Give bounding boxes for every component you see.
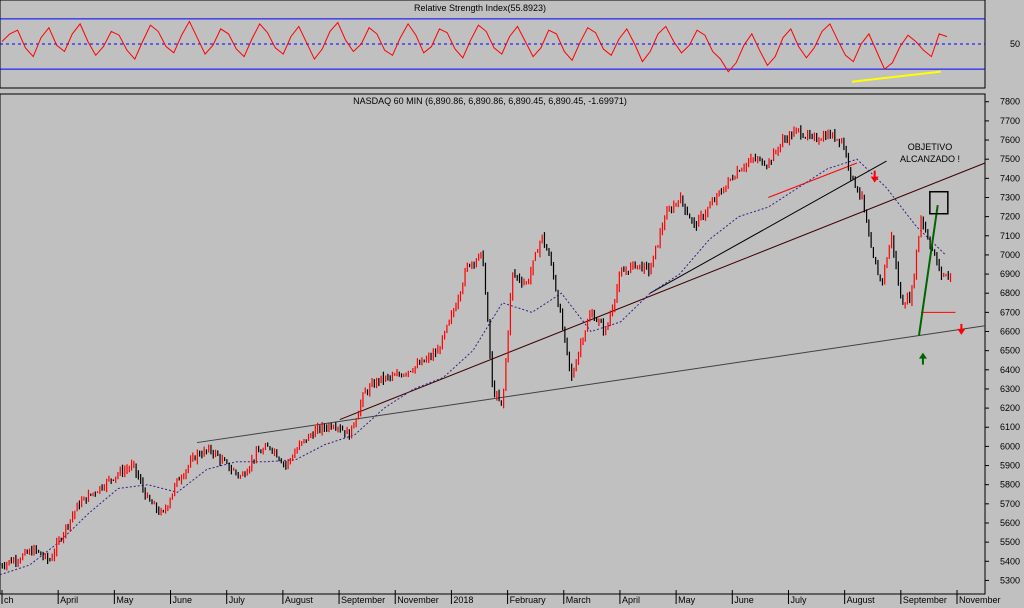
rsi-panel: Relative Strength Index(55.8923) 50 — [0, 0, 1020, 89]
price-ytick-label: 7500 — [1000, 154, 1020, 164]
price-xtick-label: May — [678, 595, 696, 605]
rsi-series-line — [1, 20, 948, 73]
price-xtick-label: June — [173, 595, 193, 605]
target-box — [929, 190, 949, 215]
rsi-ytick-label: 50 — [1010, 39, 1020, 49]
price-xtick-label: July — [229, 595, 246, 605]
annotation-line-2: ALCANZADO ! — [900, 154, 960, 164]
price-yaxis: 7800 7700 7600 7500 7400 7300 7200 7100 7000 6900… — [985, 97, 1020, 585]
price-ytick-label: 6800 — [1000, 288, 1020, 298]
price-ytick-label: 7000 — [1000, 250, 1020, 260]
price-ytick-label: 6900 — [1000, 269, 1020, 279]
trendline-short — [649, 160, 887, 294]
price-ytick-label: 5400 — [1000, 556, 1020, 566]
price-xtick-label: July — [790, 595, 807, 605]
price-ytick-label: 6200 — [1000, 403, 1020, 413]
price-xtick-label: June — [734, 595, 754, 605]
price-xaxis: ch April May June July August September Novembe… — [1, 590, 1001, 605]
green-rally-line — [918, 204, 939, 336]
price-xtick-label: February — [510, 595, 547, 605]
trendline-mid — [339, 162, 986, 421]
price-ytick-label: 6100 — [1000, 422, 1020, 432]
price-ytick-label: 7400 — [1000, 173, 1020, 183]
trendlines — [196, 160, 986, 444]
price-ytick-label: 7100 — [1000, 231, 1020, 241]
price-xtick-label: ch — [4, 595, 14, 605]
rsi-lines — [1, 20, 948, 83]
price-ytick-label: 5300 — [1000, 575, 1020, 585]
price-ytick-label: 7300 — [1000, 192, 1020, 202]
price-xtick-label: August — [285, 595, 314, 605]
price-bars — [0, 125, 952, 571]
price-title: NASDAQ 60 MIN (6,890.86, 6,890.86, 6,890… — [353, 96, 627, 106]
price-ytick-label: 7800 — [1000, 97, 1020, 107]
price-xtick-label: April — [60, 595, 78, 605]
price-xtick-label: September — [903, 595, 947, 605]
price-ytick-label: 6700 — [1000, 307, 1020, 317]
price-ytick-label: 5800 — [1000, 480, 1020, 490]
price-ytick-label: 7200 — [1000, 212, 1020, 222]
price-xtick-label: November — [959, 595, 1001, 605]
price-xtick-label: March — [566, 595, 591, 605]
price-ytick-label: 6300 — [1000, 384, 1020, 394]
price-ytick-label: 5600 — [1000, 518, 1020, 528]
moving-average — [0, 158, 946, 576]
price-ytick-label: 6000 — [1000, 441, 1020, 451]
price-panel: NASDAQ 60 MIN (6,890.86, 6,890.86, 6,890… — [0, 93, 1020, 605]
price-ytick-label: 7700 — [1000, 116, 1020, 126]
price-markers — [870, 170, 966, 365]
rsi-yaxis: 50 — [1010, 39, 1020, 49]
price-ytick-label: 6600 — [1000, 327, 1020, 337]
price-xtick-label: May — [116, 595, 134, 605]
price-xtick-label: 2018 — [453, 595, 473, 605]
price-xtick-label: November — [397, 595, 439, 605]
price-xtick-label: September — [341, 595, 385, 605]
moving-average-line — [0, 158, 946, 576]
price-xtick-label: August — [847, 595, 876, 605]
price-ytick-label: 6500 — [1000, 346, 1020, 356]
price-ytick-label: 5500 — [1000, 537, 1020, 547]
trendline-red-break — [768, 162, 858, 198]
price-ytick-label: 5700 — [1000, 499, 1020, 509]
annotation-line-1: OBJETIVO — [908, 142, 953, 152]
price-ytick-label: 6400 — [1000, 365, 1020, 375]
down-arrow-icon — [870, 170, 879, 183]
price-plot-area — [0, 93, 986, 595]
up-arrow-icon — [918, 352, 927, 365]
down-arrow-icon — [957, 323, 966, 335]
price-ytick-label: 7600 — [1000, 135, 1020, 145]
price-ytick-label: 5900 — [1000, 461, 1020, 471]
trendline-long — [196, 325, 986, 444]
price-xtick-label: April — [622, 595, 640, 605]
rsi-yellow-trendline — [851, 70, 942, 83]
rsi-title: Relative Strength Index(55.8923) — [414, 3, 546, 13]
